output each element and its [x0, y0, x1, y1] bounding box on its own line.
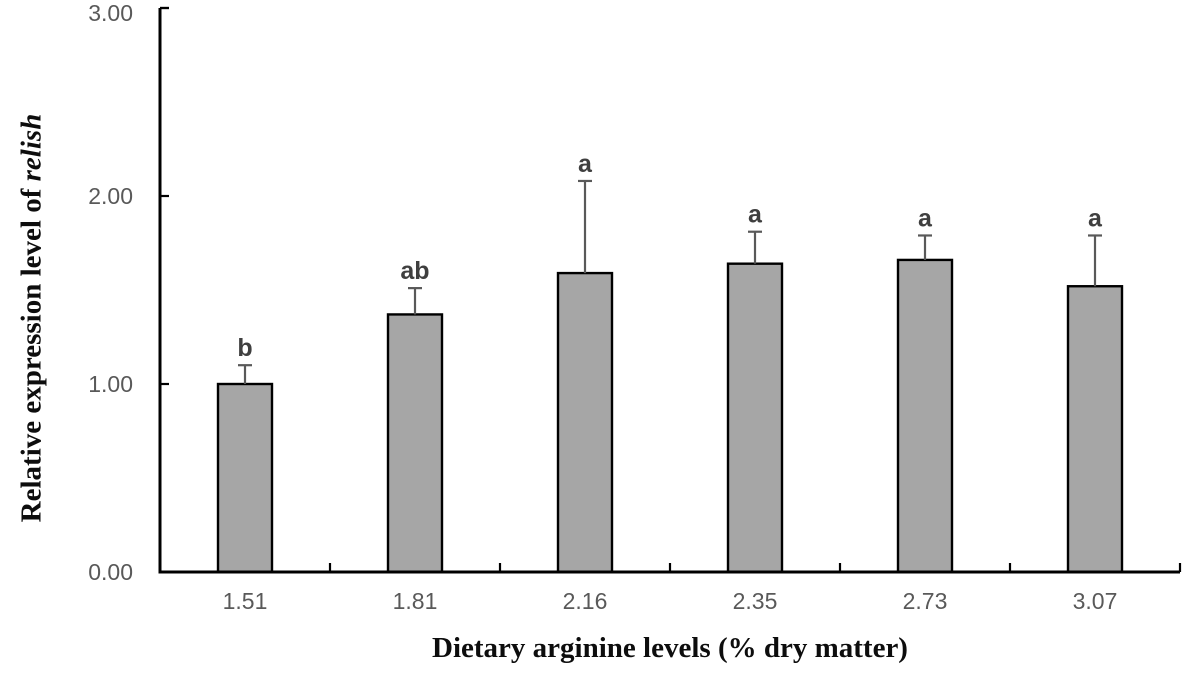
bar [216, 382, 274, 574]
x-tick-label: 1.81 [393, 588, 438, 614]
x-tick-label: 1.51 [223, 588, 268, 614]
sig-letter: ab [400, 257, 429, 285]
bar [556, 271, 614, 574]
sig-letter: a [1088, 204, 1103, 232]
y-tick-label: 1.00 [88, 371, 133, 397]
y-tick-label: 3.00 [88, 0, 133, 26]
y-tick-label: 0.00 [88, 559, 133, 585]
x-tick-label: 2.35 [733, 588, 778, 614]
bar [1066, 285, 1124, 574]
x-tick-label: 2.73 [903, 588, 948, 614]
sig-letter: a [918, 204, 933, 232]
sig-letter: a [578, 150, 593, 178]
x-tick-label: 2.16 [563, 588, 608, 614]
y-axis-title-text: Relative expression level of [15, 181, 48, 523]
y-tick-label: 2.00 [88, 183, 133, 209]
y-axis-title-gene-name: relish [15, 113, 48, 182]
bar [896, 258, 954, 574]
x-axis-title: Dietary arginine levels (% dry matter) [432, 632, 908, 664]
y-axis-title: Relative expression level of relish [16, 114, 49, 523]
bar [726, 262, 784, 574]
bar [386, 313, 444, 574]
x-tick-label: 3.07 [1073, 588, 1118, 614]
sig-letter: a [748, 201, 763, 229]
sig-letter: b [237, 334, 252, 362]
